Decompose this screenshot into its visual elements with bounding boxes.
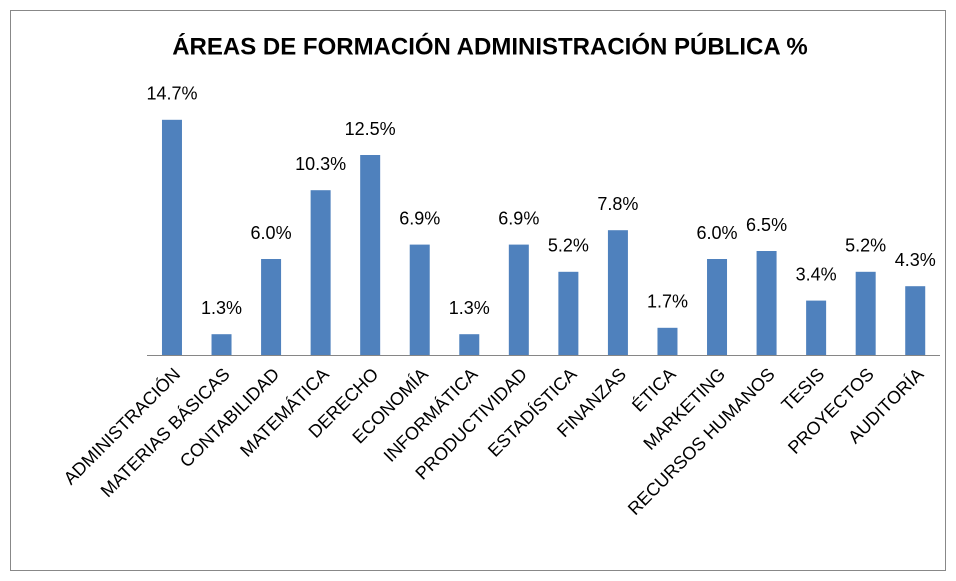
bar xyxy=(707,259,728,355)
value-label: 5.2% xyxy=(548,236,589,256)
bar xyxy=(806,300,827,355)
value-label: 4.3% xyxy=(895,250,936,270)
bar xyxy=(756,251,777,355)
value-label: 1.3% xyxy=(201,298,242,318)
value-label: 1.7% xyxy=(647,292,688,312)
bar xyxy=(855,271,876,355)
value-label: 1.3% xyxy=(449,298,490,318)
chart-title: ÁREAS DE FORMACIÓN ADMINISTRACIÓN PÚBLIC… xyxy=(172,32,808,60)
value-label: 6.5% xyxy=(746,215,787,235)
value-label: 6.9% xyxy=(498,208,539,228)
value-label: 12.5% xyxy=(345,119,396,139)
bar xyxy=(360,155,381,355)
value-label: 14.7% xyxy=(146,84,197,104)
value-label: 6.0% xyxy=(251,223,292,243)
bar xyxy=(508,244,529,355)
bar xyxy=(161,119,182,355)
bar xyxy=(459,334,480,355)
bar xyxy=(657,327,678,355)
bar xyxy=(607,230,628,355)
bar xyxy=(261,259,282,355)
value-label: 3.4% xyxy=(796,264,837,284)
value-label: 10.3% xyxy=(295,154,346,174)
bar xyxy=(310,190,331,355)
bar xyxy=(409,244,430,355)
bar xyxy=(558,271,579,355)
value-label: 5.2% xyxy=(845,236,886,256)
value-label: 6.9% xyxy=(399,208,440,228)
bar xyxy=(211,334,232,355)
value-label: 6.0% xyxy=(697,223,738,243)
bar xyxy=(905,286,926,355)
value-label: 7.8% xyxy=(597,194,638,214)
